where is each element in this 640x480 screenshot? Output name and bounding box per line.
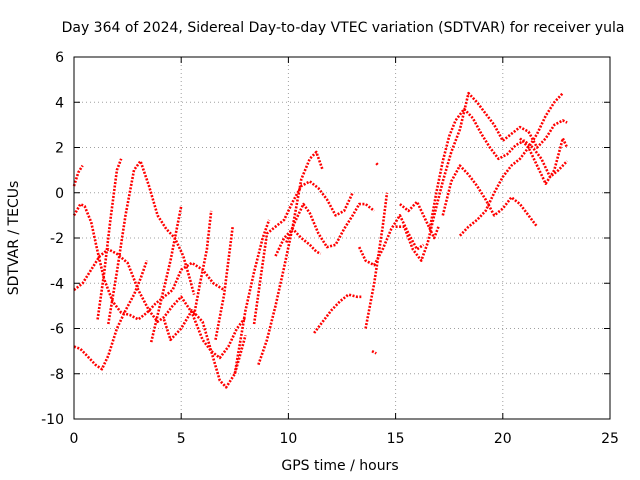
y-tick-label: 4 — [55, 95, 64, 111]
series-track-9 — [162, 309, 247, 389]
grid — [74, 57, 610, 419]
chart-title: Day 364 of 2024, Sidereal Day-to-day VTE… — [62, 20, 625, 36]
x-tick-label: 10 — [279, 431, 297, 447]
y-tick-label: -10 — [41, 412, 64, 428]
x-axis-label: GPS time / hours — [281, 458, 398, 474]
series-track-4 — [73, 260, 149, 371]
series-track-5 — [96, 158, 123, 320]
series-track-20 — [428, 107, 569, 230]
x-tick-label: 5 — [177, 431, 186, 447]
series-track-17 — [358, 214, 425, 267]
series-track-15 — [313, 293, 362, 334]
series-track-12 — [233, 219, 271, 375]
x-tick-label: 0 — [70, 431, 79, 447]
y-tick-label: -8 — [50, 367, 64, 383]
axis-ticks: 0 5 10 15 20 25 -10 -8 -6 -4 -2 0 2 4 6 — [41, 50, 619, 447]
series-track-22 — [458, 92, 564, 237]
series-track-25 — [371, 349, 377, 355]
y-tick-label: -2 — [50, 231, 64, 247]
series-track-21 — [441, 164, 539, 228]
series-track-8 — [192, 210, 213, 316]
y-tick-label: -6 — [50, 322, 64, 338]
series-track-23 — [519, 137, 569, 185]
series-track-26 — [375, 162, 380, 167]
x-tick-label: 15 — [387, 431, 405, 447]
y-tick-label: -4 — [50, 276, 64, 292]
series-track-7 — [149, 206, 183, 343]
y-tick-label: 0 — [55, 186, 64, 202]
series-track-24 — [399, 200, 440, 240]
y-tick-label: 6 — [55, 50, 64, 66]
series-track-16 — [274, 227, 322, 257]
series-track-13 — [257, 150, 324, 366]
plot-frame — [73, 56, 611, 420]
y-tick-label: 2 — [55, 141, 64, 157]
series-track-14 — [285, 202, 376, 249]
series-track-6 — [107, 159, 196, 325]
series-track-1 — [72, 164, 84, 187]
y-axis-label: SDTVAR / TECUs — [6, 181, 22, 296]
x-tick-label: 20 — [494, 431, 512, 447]
series-track-19 — [395, 91, 568, 262]
x-tick-label: 25 — [601, 431, 619, 447]
series-track-10 — [214, 226, 234, 341]
series-track-18 — [364, 192, 389, 329]
data-traces — [72, 91, 569, 389]
series-track-3 — [73, 248, 247, 360]
